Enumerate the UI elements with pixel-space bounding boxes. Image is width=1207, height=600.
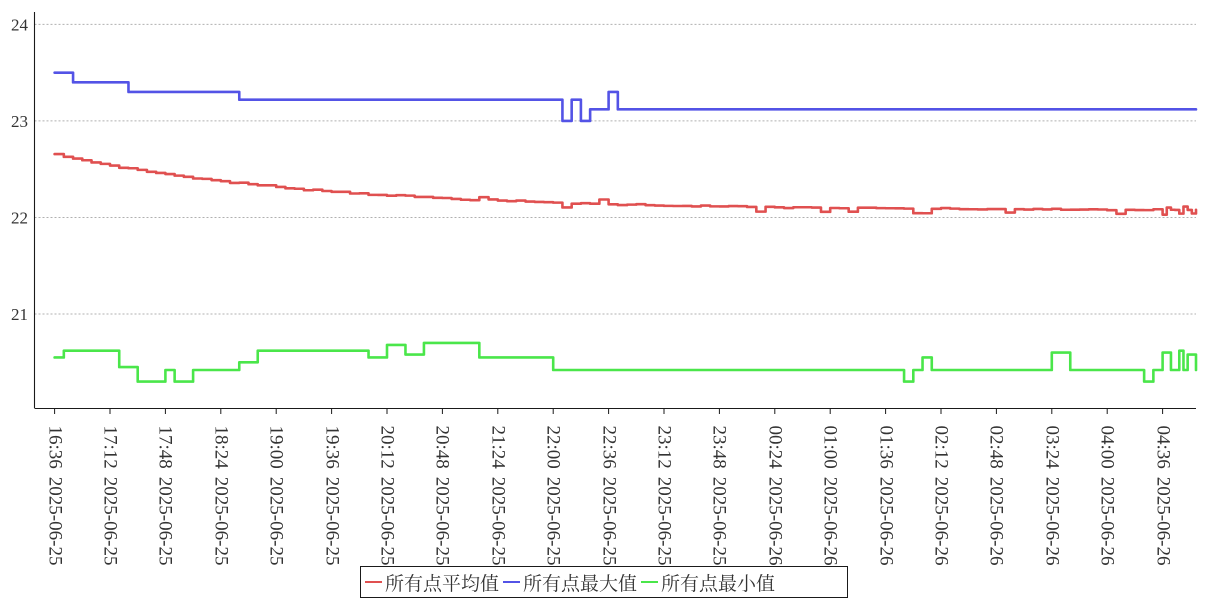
svg-text:22: 22 [11, 208, 28, 227]
svg-text:23: 23 [11, 112, 28, 131]
svg-text:21: 21 [11, 305, 28, 324]
svg-text:24: 24 [11, 15, 29, 34]
